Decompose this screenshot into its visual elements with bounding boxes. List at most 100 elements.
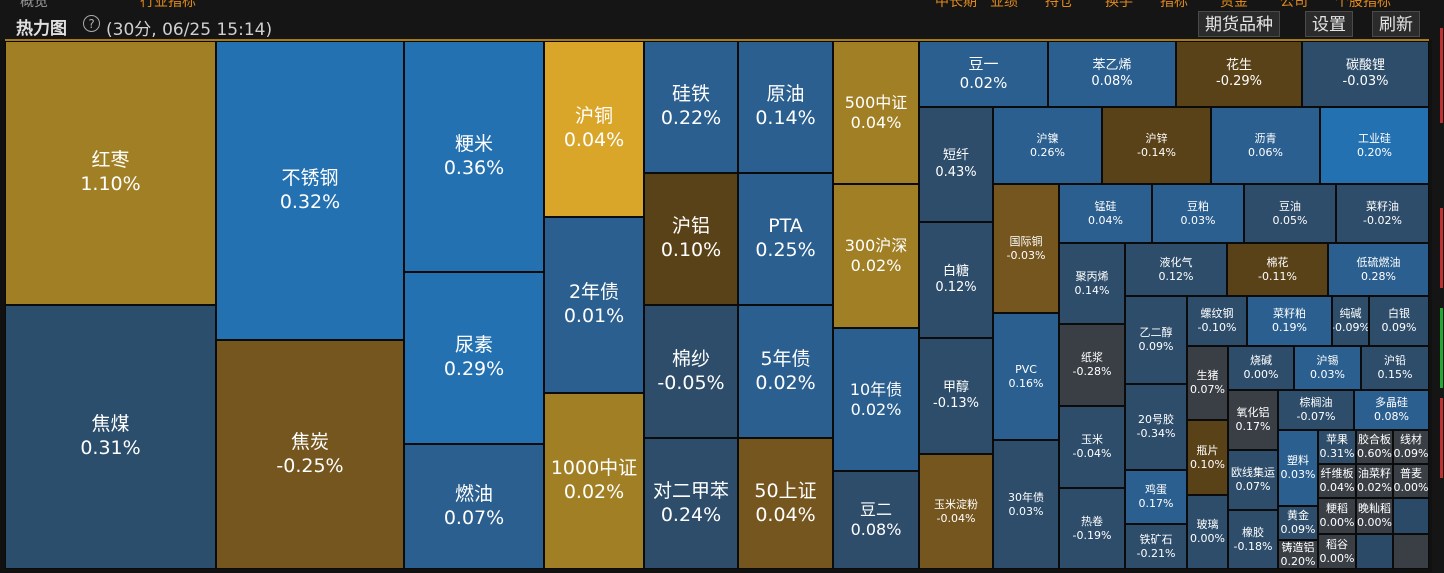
heatmap-tile[interactable]: 焦煤 0.31% bbox=[5, 305, 216, 569]
heatmap-tile[interactable]: 铁矿石 -0.21% bbox=[1125, 524, 1187, 569]
heatmap-tile[interactable]: 生猪 0.07% bbox=[1187, 346, 1228, 420]
heatmap-tile[interactable]: 螺纹钢 -0.10% bbox=[1187, 296, 1247, 346]
top-tab-7[interactable]: 资金 bbox=[1220, 0, 1248, 8]
heatmap-tile[interactable]: 尿素 0.29% bbox=[404, 272, 544, 444]
heatmap-tile[interactable]: 菜籽粕 0.19% bbox=[1247, 296, 1332, 346]
tile-name: 欧线集运 bbox=[1231, 466, 1275, 480]
heatmap-tile[interactable]: PVC 0.16% bbox=[993, 313, 1059, 440]
tile-name: 沪铝 bbox=[671, 215, 710, 238]
heatmap-tile[interactable]: 豆一 0.02% bbox=[919, 41, 1048, 107]
heatmap-tile[interactable]: 锰硅 0.04% bbox=[1059, 184, 1152, 243]
heatmap-tile[interactable]: 白银 0.09% bbox=[1369, 296, 1429, 346]
heatmap-tile[interactable]: 多晶硅 0.08% bbox=[1354, 390, 1429, 430]
heatmap-tile[interactable]: 乙二醇 0.09% bbox=[1125, 296, 1187, 384]
heatmap-tile[interactable]: 棕榈油 -0.07% bbox=[1278, 390, 1354, 430]
heatmap-tile[interactable]: 硅铁 0.22% bbox=[644, 41, 738, 173]
heatmap-tile-empty[interactable] bbox=[1393, 498, 1429, 534]
heatmap-tile[interactable]: 粳米 0.36% bbox=[404, 41, 544, 272]
heatmap-tile[interactable]: 粳稻 0.00% bbox=[1318, 498, 1356, 534]
heatmap-tile[interactable]: 鸡蛋 0.17% bbox=[1125, 470, 1187, 524]
heatmap-tile[interactable]: 50上证 0.04% bbox=[738, 438, 833, 569]
tile-value: -0.18% bbox=[1233, 539, 1273, 553]
heatmap-tile-empty[interactable] bbox=[1393, 534, 1429, 569]
heatmap-tile[interactable]: 胶合板 0.60% bbox=[1356, 430, 1393, 464]
tile-value: 0.08% bbox=[1091, 74, 1133, 89]
heatmap-tile[interactable]: 纯碱 -0.09% bbox=[1332, 296, 1369, 346]
top-tab-2[interactable]: 中长期 bbox=[935, 0, 977, 8]
heatmap-tile[interactable]: 300沪深 0.02% bbox=[833, 184, 919, 328]
heatmap-tile[interactable]: 塑料 0.03% bbox=[1278, 430, 1318, 506]
heatmap-tile[interactable]: 稻谷 0.00% bbox=[1318, 534, 1356, 569]
heatmap-tile[interactable]: 工业硅 0.20% bbox=[1320, 107, 1429, 184]
heatmap-tile[interactable]: 黄金 0.09% bbox=[1278, 506, 1318, 540]
heatmap-tile[interactable]: 豆二 0.08% bbox=[833, 471, 919, 569]
heatmap-tile[interactable]: 对二甲苯 0.24% bbox=[644, 438, 738, 569]
heatmap-tile[interactable]: 原油 0.14% bbox=[738, 41, 833, 173]
settings-button[interactable]: 设置 bbox=[1305, 11, 1353, 37]
heatmap-tile[interactable]: 玻璃 0.00% bbox=[1187, 495, 1228, 569]
heatmap-tile[interactable]: 沪铝 0.10% bbox=[644, 173, 738, 305]
heatmap-tile[interactable]: 30年债 0.03% bbox=[993, 440, 1059, 569]
heatmap-tile[interactable]: 铸造铝 0.20% bbox=[1278, 540, 1318, 569]
heatmap-tile[interactable]: 橡胶 -0.18% bbox=[1228, 510, 1278, 569]
top-tab-9[interactable]: 个股指标 bbox=[1335, 0, 1391, 8]
heatmap-tile[interactable]: 燃油 0.07% bbox=[404, 444, 544, 569]
top-tab-3[interactable]: 业绩 bbox=[990, 0, 1018, 8]
heatmap-tile[interactable]: 聚丙烯 0.14% bbox=[1059, 243, 1125, 324]
heatmap-tile[interactable]: 沪锡 0.03% bbox=[1294, 346, 1361, 390]
heatmap-tile[interactable]: 热卷 -0.19% bbox=[1059, 488, 1125, 569]
heatmap-tile[interactable]: 500中证 0.04% bbox=[833, 41, 919, 184]
top-tab-0[interactable]: 概览 bbox=[20, 0, 48, 8]
heatmap-tile[interactable]: 棉花 -0.11% bbox=[1227, 243, 1328, 296]
top-tab-6[interactable]: 指标 bbox=[1160, 0, 1188, 8]
heatmap-tile[interactable]: 纸浆 -0.28% bbox=[1059, 324, 1125, 406]
heatmap-tile-empty[interactable] bbox=[1356, 534, 1393, 569]
heatmap-tile[interactable]: 低硫燃油 0.28% bbox=[1328, 243, 1429, 296]
heatmap-tile[interactable]: 菜籽油 -0.02% bbox=[1336, 184, 1429, 243]
heatmap-tile[interactable]: 甲醇 -0.13% bbox=[919, 338, 993, 454]
heatmap-tile[interactable]: 纤维板 0.04% bbox=[1318, 464, 1356, 498]
heatmap-tile[interactable]: 2年债 0.01% bbox=[544, 217, 644, 393]
heatmap-tile[interactable]: 花生 -0.29% bbox=[1176, 41, 1302, 107]
question-circle-icon[interactable]: ? bbox=[83, 15, 100, 32]
heatmap-tile[interactable]: 棉纱 -0.05% bbox=[644, 305, 738, 438]
heatmap-tile[interactable]: 烧碱 0.00% bbox=[1228, 346, 1294, 390]
top-tab-4[interactable]: 持仓 bbox=[1045, 0, 1073, 8]
refresh-button[interactable]: 刷新 bbox=[1372, 11, 1420, 37]
heatmap-tile[interactable]: 沪镍 0.26% bbox=[993, 107, 1102, 184]
heatmap-tile[interactable]: 不锈钢 0.32% bbox=[216, 41, 404, 340]
heatmap-tile[interactable]: PTA 0.25% bbox=[738, 173, 833, 305]
heatmap-tile[interactable]: 10年债 0.02% bbox=[833, 328, 919, 471]
heatmap-tile[interactable]: 普麦 0.00% bbox=[1393, 464, 1429, 498]
heatmap-tile[interactable]: 20号胶 -0.34% bbox=[1125, 384, 1187, 470]
heatmap-tile[interactable]: 沪锌 -0.14% bbox=[1102, 107, 1211, 184]
heatmap-tile[interactable]: 沪铜 0.04% bbox=[544, 41, 644, 217]
heatmap-tile[interactable]: 玉米淀粉 -0.04% bbox=[919, 454, 993, 569]
heatmap-tile[interactable]: 1000中证 0.02% bbox=[544, 393, 644, 569]
heatmap-tile[interactable]: 国际铜 -0.03% bbox=[993, 184, 1059, 313]
heatmap-tile[interactable]: 苹果 0.31% bbox=[1318, 430, 1356, 464]
heatmap-tile[interactable]: 焦炭 -0.25% bbox=[216, 340, 404, 569]
heatmap-tile[interactable]: 玉米 -0.04% bbox=[1059, 406, 1125, 488]
heatmap-tile[interactable]: 苯乙烯 0.08% bbox=[1048, 41, 1176, 107]
heatmap-tile[interactable]: 氧化铝 0.17% bbox=[1228, 390, 1278, 450]
heatmap-tile[interactable]: 沥青 0.06% bbox=[1211, 107, 1320, 184]
heatmap-tile[interactable]: 白糖 0.12% bbox=[919, 222, 993, 338]
futures-variety-button[interactable]: 期货品种 bbox=[1198, 11, 1280, 37]
heatmap-tile[interactable]: 豆油 0.05% bbox=[1244, 184, 1336, 243]
heatmap-tile[interactable]: 短纤 0.43% bbox=[919, 107, 993, 222]
heatmap-tile[interactable]: 液化气 0.12% bbox=[1125, 243, 1227, 296]
heatmap-tile[interactable]: 5年债 0.02% bbox=[738, 305, 833, 438]
heatmap-tile[interactable]: 晚籼稻 0.00% bbox=[1356, 498, 1393, 534]
heatmap-tile[interactable]: 欧线集运 0.07% bbox=[1228, 450, 1278, 510]
top-tab-5[interactable]: 换手 bbox=[1105, 0, 1133, 8]
heatmap-tile[interactable]: 红枣 1.10% bbox=[5, 41, 216, 305]
heatmap-tile[interactable]: 沪铅 0.15% bbox=[1361, 346, 1429, 390]
heatmap-tile[interactable]: 油菜籽 0.02% bbox=[1356, 464, 1393, 498]
heatmap-tile[interactable]: 碳酸锂 -0.03% bbox=[1302, 41, 1429, 107]
top-tab-8[interactable]: 公司 bbox=[1280, 0, 1308, 8]
heatmap-tile[interactable]: 线材 0.09% bbox=[1393, 430, 1429, 464]
heatmap-tile[interactable]: 瓶片 0.10% bbox=[1187, 420, 1228, 495]
top-tab-1[interactable]: 行业指标 bbox=[140, 0, 196, 8]
heatmap-tile[interactable]: 豆粕 0.03% bbox=[1152, 184, 1244, 243]
